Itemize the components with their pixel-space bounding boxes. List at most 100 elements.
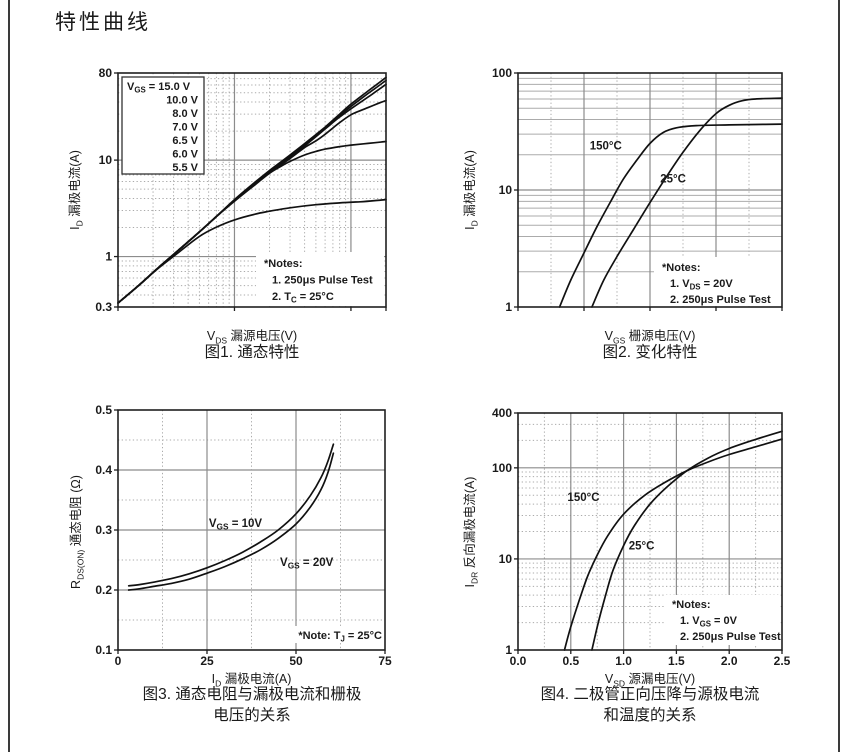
svg-text:25: 25 [200, 654, 214, 668]
svg-text:50: 50 [289, 654, 303, 668]
svg-text:1.0: 1.0 [615, 654, 632, 668]
svg-text:0.1: 0.1 [110, 311, 127, 312]
figure-3-x-axis-label: ID 漏极电流(A) [211, 672, 292, 689]
fig4-curves [563, 430, 783, 651]
fig3-notes: *Note: TJ = 25°C [280, 626, 386, 644]
svg-text:10: 10 [499, 183, 513, 197]
svg-text:7: 7 [713, 311, 720, 312]
figure-2-y-axis-label: ID 漏极电流(A) [462, 150, 480, 230]
svg-text:*Notes:: *Notes: [672, 599, 711, 611]
fig1-canvas: *Notes: 1. 250μs Pulse Test 2. TC = 25°C VG… [95, 66, 393, 325]
svg-text:6: 6 [647, 311, 654, 312]
svg-text:5.5 V: 5.5 V [172, 162, 198, 174]
figure-4-caption: 图4. 二极管正向压降与源极电流 和温度的关系 [540, 686, 760, 724]
svg-text:100: 100 [492, 66, 512, 80]
page-title: 特性曲线 [55, 10, 151, 34]
svg-text:25°C: 25°C [660, 173, 686, 185]
fig1-series [117, 140, 387, 304]
fig2-series [591, 97, 783, 308]
figure-1-y-axis-label: ID 漏极电流(A) [67, 150, 85, 230]
svg-text:4: 4 [515, 311, 522, 312]
svg-text:100: 100 [492, 461, 512, 475]
svg-text:0.0: 0.0 [510, 654, 527, 668]
svg-text:*Notes:: *Notes: [264, 258, 303, 270]
figure-3-caption: 图3. 通态电阻与漏极电流和栅极 电压的关系 [142, 686, 362, 724]
fig3-plot-frame [117, 409, 386, 651]
figure-3-y-axis-label: RDS(ON) 通态电阻 (Ω) [68, 475, 86, 589]
fig4-plot-frame [517, 412, 783, 651]
svg-text:10: 10 [344, 311, 358, 312]
figure-2-chart: *Notes: 1. VDS = 20V 2. 250μs Pulse Test 15… [450, 60, 822, 325]
svg-text:0.3: 0.3 [95, 523, 112, 537]
fig2-series [558, 123, 783, 308]
svg-text:10.0 V: 10.0 V [166, 95, 198, 107]
fig2-notes: *Notes: 1. VDS = 20V 2. 250μs Pulse Test [654, 257, 782, 306]
svg-text:VGS = 20V: VGS = 20V [280, 557, 334, 571]
svg-text:0.3: 0.3 [95, 300, 112, 312]
svg-text:75: 75 [378, 654, 392, 668]
page-border-left [8, 0, 10, 752]
svg-text:1. VGS = 0V: 1. VGS = 0V [680, 615, 738, 629]
figure-1-chart: *Notes: 1. 250μs Pulse Test 2. TC = 25°C VG… [60, 60, 430, 325]
figure-2-caption: 图2. 变化特性 [602, 344, 698, 361]
svg-text:400: 400 [492, 406, 512, 420]
fig4-series [563, 438, 783, 651]
svg-text:6.5 V: 6.5 V [172, 135, 198, 147]
fig1-plot-frame [117, 72, 387, 308]
svg-text:150°C: 150°C [567, 492, 599, 504]
svg-text:VGS = 15.0 V: VGS = 15.0 V [127, 81, 191, 95]
fig2-grid [518, 73, 782, 307]
figure-4-chart: *Notes: 1. VGS = 0V 2. 250μs Pulse Test 150… [450, 395, 822, 668]
svg-text:5: 5 [581, 311, 588, 312]
fig1-notes: *Notes: 1. 250μs Pulse Test 2. TC = 25°C [256, 252, 384, 306]
svg-text:1: 1 [505, 300, 512, 312]
figure-1-x-axis-label: VDS 漏源电压(V) [206, 329, 298, 346]
figure-4-y-axis-label: IDR 反向漏极电流(A) [462, 476, 480, 588]
svg-text:10: 10 [499, 552, 513, 566]
svg-text:*Note: TJ = 25°C: *Note: TJ = 25°C [298, 630, 382, 644]
svg-text:2. 250μs Pulse Test: 2. 250μs Pulse Test [680, 631, 781, 643]
svg-text:0.1: 0.1 [95, 643, 112, 657]
svg-text:7.0 V: 7.0 V [172, 122, 198, 134]
figure-1-caption: 图1. 通态特性 [204, 344, 300, 361]
fig1-legend: VGS = 15.0 V10.0 V8.0 V 7.0 V6.5 V 6.0 V5.… [121, 76, 205, 175]
fig3-series [127, 443, 335, 587]
fig3-ticks: 0 25 50 75 0.1 0.2 0.3 0.4 0.5 [95, 403, 392, 668]
fig4-canvas: *Notes: 1. VGS = 0V 2. 250μs Pulse Test 150… [492, 406, 791, 668]
svg-text:8: 8 [779, 311, 786, 312]
svg-text:80: 80 [99, 66, 113, 80]
svg-text:0.5: 0.5 [562, 654, 579, 668]
figure-4-x-axis-label: VSD 源漏电压(V) [604, 672, 696, 689]
fig1-curves [117, 76, 387, 304]
fig2-curves [558, 97, 783, 308]
svg-text:6.0 V: 6.0 V [172, 149, 198, 161]
page-border-right [838, 0, 840, 752]
svg-text:0: 0 [115, 654, 122, 668]
svg-text:2. 250μs Pulse Test: 2. 250μs Pulse Test [670, 294, 771, 306]
svg-text:20: 20 [379, 311, 393, 312]
svg-text:10: 10 [99, 153, 113, 167]
svg-text:VGS = 10V: VGS = 10V [209, 518, 263, 532]
svg-text:2.0: 2.0 [721, 654, 738, 668]
fig3-grid [118, 410, 385, 650]
fig3-series [127, 452, 335, 591]
fig4-series [591, 430, 783, 651]
fig2-plot-frame [517, 72, 783, 308]
svg-text:0.2: 0.2 [95, 583, 112, 597]
fig1-series [117, 198, 387, 304]
svg-text:8.0 V: 8.0 V [172, 108, 198, 120]
svg-text:0.4: 0.4 [95, 463, 112, 477]
svg-text:0.5: 0.5 [95, 403, 112, 417]
fig4-ticks: 0.0 0.5 1.0 1.5 2.0 2.5 1 10 100 400 [492, 406, 791, 668]
svg-text:1: 1 [105, 250, 112, 264]
svg-text:1. VDS = 20V: 1. VDS = 20V [670, 278, 733, 292]
figure-3-chart: *Note: TJ = 25°C VGS = 10V VGS = 20V 0 25 50 7… [60, 395, 430, 668]
svg-text:1.5: 1.5 [668, 654, 685, 668]
svg-text:1: 1 [231, 311, 238, 312]
svg-text:25°C: 25°C [629, 541, 655, 553]
fig3-curves [127, 443, 335, 591]
svg-text:1: 1 [505, 643, 512, 657]
svg-text:2.5: 2.5 [774, 654, 791, 668]
